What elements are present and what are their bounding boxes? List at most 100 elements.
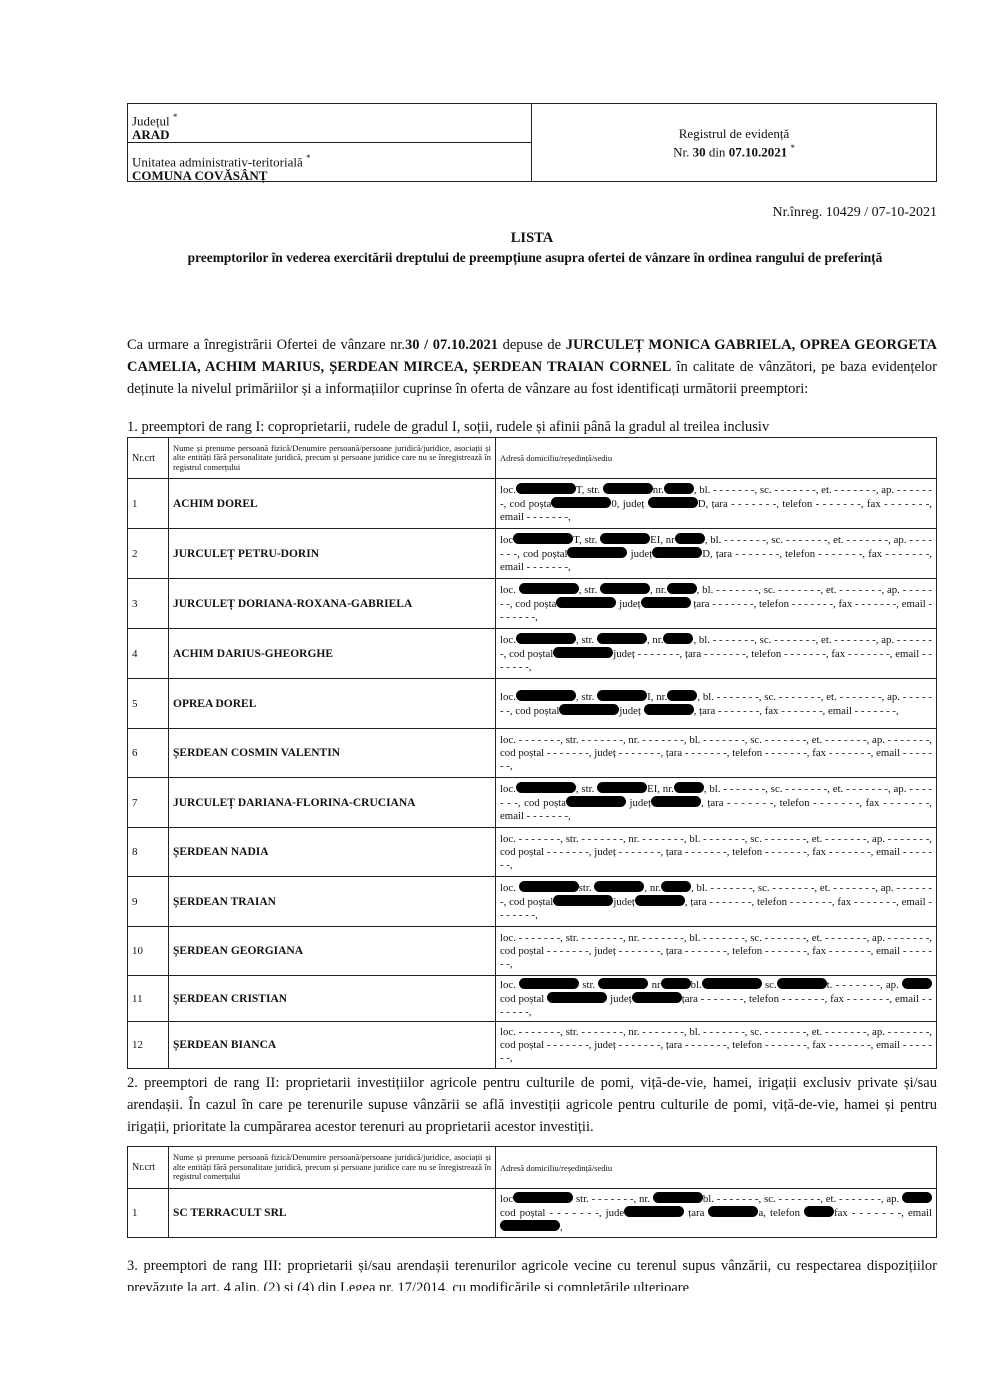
address-text: , țara - - - - - - -, telefon - - - - - … <box>500 797 932 822</box>
address-text: , bl. - - - - - - -, sc. - - - - - - -, … <box>500 882 933 908</box>
table-row: 12 ȘERDEAN BIANCA loc. - - - - - - -, str.… <box>127 1021 937 1069</box>
address-text: loc. <box>500 484 516 496</box>
redaction-mark <box>600 533 651 544</box>
address-text: str. <box>579 979 599 991</box>
address-text: bl. <box>690 979 702 991</box>
row-number: 6 <box>127 728 169 778</box>
registry-cell: Registrul de evidență Nr. 30 din 07.10.2… <box>673 126 795 160</box>
document-subtitle: preemptorilor în vederea exercitării dre… <box>187 250 883 265</box>
redaction-mark <box>513 533 574 544</box>
redaction-mark <box>602 483 653 494</box>
preemptor-name: ȘERDEAN TRAIAN <box>168 876 496 927</box>
address-text: , str. <box>575 783 598 795</box>
redaction-mark <box>663 633 694 644</box>
redaction-mark <box>661 881 692 892</box>
row-number: 10 <box>127 926 169 976</box>
address-text: , <box>560 1221 563 1233</box>
address-text: T, str. <box>575 484 603 496</box>
address-text: 0, județ <box>611 498 648 510</box>
redaction-mark <box>674 533 705 544</box>
redaction-mark <box>701 978 762 989</box>
row-number: 5 <box>127 678 169 729</box>
redaction-mark <box>553 647 614 658</box>
redaction-mark <box>559 703 620 715</box>
redaction-mark <box>600 583 650 594</box>
address-text: , nr. <box>644 882 662 894</box>
redaction-mark <box>515 483 576 494</box>
offer-number: 30 / 07.10.2021 <box>405 337 498 353</box>
row-number: 9 <box>127 876 169 927</box>
address-text: loc. <box>500 690 516 703</box>
preemptor-name: JURCULEȚ DORIANA-ROXANA-GABRIELA <box>168 578 496 629</box>
table-row: 3 JURCULEȚ DORIANA-ROXANA-GABRIELA loc. , … <box>127 578 937 629</box>
address-text: județ <box>613 896 635 908</box>
redaction-mark <box>651 796 702 807</box>
preemptor-name: ȘERDEAN NADIA <box>168 827 496 877</box>
redaction-mark <box>515 689 576 701</box>
registry-date: 07.10.2021 <box>728 144 788 160</box>
table-row: 11 ȘERDEAN CRISTIAN loc. str. nr bl. sc. t. … <box>127 975 937 1022</box>
registry-number: 30 <box>692 144 706 160</box>
address-text: , str. <box>575 690 598 703</box>
preemptor-name: JURCULEȚ PETRU-DORIN <box>168 528 496 579</box>
address-text: EI, nr <box>650 534 675 546</box>
preemptor-address: loc. , str. , nr., bl. - - - - - - -, sc.… <box>495 628 937 679</box>
address-text: județ <box>625 797 652 809</box>
registration-number: Nr.înreg. 10429 / 07-10-2021 <box>772 205 937 220</box>
redaction-mark <box>597 782 648 793</box>
county-value: ARAD <box>132 127 170 143</box>
redaction-mark <box>598 978 649 989</box>
address-text: , bl. - - - - - - -, sc. - - - - - - -, … <box>500 584 933 610</box>
address-text: , nr. <box>646 634 664 646</box>
redaction-mark <box>663 483 694 494</box>
preemptor-name: OPREA DOREL <box>168 678 496 729</box>
preemptor-name: ȘERDEAN COSMIN VALENTIN <box>168 728 496 778</box>
redaction-mark <box>643 703 694 715</box>
redaction-mark <box>652 547 703 558</box>
row-number: 8 <box>127 827 169 877</box>
header-name: Nume și prenume persoană fizică/Denumire… <box>168 1146 496 1189</box>
preemptor-name: ACHIM DARIUS-GHEORGHE <box>168 628 496 679</box>
address-text: D, țara - - - - - - -, telefon - - - - -… <box>500 548 932 573</box>
section-1-heading: 1. preemptori de rang I: coproprietarii,… <box>127 419 770 435</box>
redaction-mark <box>652 1192 703 1203</box>
table-row: 6 ȘERDEAN COSMIN VALENTIN loc. - - - - - -… <box>127 728 937 778</box>
preemptor-name: JURCULEȚ DARIANA-FLORINA-CRUCIANA <box>168 777 496 828</box>
redaction-mark <box>515 633 576 644</box>
row-number: 1 <box>127 478 169 529</box>
address-text: cod poștal <box>500 993 548 1005</box>
row-number: 2 <box>127 528 169 579</box>
table-row: 4 ACHIM DARIUS-GHEORGHE loc. , str. , nr., … <box>127 628 937 679</box>
redaction-mark <box>667 689 698 701</box>
redaction-mark <box>551 497 612 508</box>
preemptor-address: loc. str. , nr., bl. - - - - - - -, sc. … <box>495 876 937 927</box>
redaction-mark <box>556 597 617 608</box>
rank-1-table: Nr.crt Nume și prenume persoană fizică/D… <box>127 437 937 1069</box>
redaction-mark <box>515 782 576 793</box>
redaction-mark <box>631 992 682 1003</box>
redaction-mark <box>596 633 647 644</box>
address-text: sc. <box>761 979 777 991</box>
redaction-mark <box>513 1192 574 1203</box>
row-number: 12 <box>127 1021 169 1069</box>
row-number: 3 <box>127 578 169 629</box>
address-text: t. - - - - - - -, ap. <box>826 979 902 991</box>
redaction-mark <box>640 597 691 608</box>
address-text: fax - - - - - - -, email <box>834 1207 932 1219</box>
preemptor-name: ȘERDEAN CRISTIAN <box>168 975 496 1022</box>
address-text: loc. <box>500 979 520 991</box>
intro-paragraph: Ca urmare a înregistrării Ofertei de vân… <box>127 337 938 397</box>
address-text: , țara - - - - - - -, telefon - - - - - … <box>500 896 932 921</box>
address-text: , str. <box>575 634 597 646</box>
preemptor-address: loc. str. nr bl. sc. t. - - - - - - -, ap.… <box>495 975 937 1022</box>
redaction-mark <box>634 895 685 906</box>
table-row: 7 JURCULEȚ DARIANA-FLORINA-CRUCIANA loc., … <box>127 777 937 828</box>
preemptor-address: loc. - - - - - - -, str. - - - - - - -, … <box>495 926 937 976</box>
header-nr: Nr.crt <box>127 437 169 479</box>
section-2-heading: 2. preemptori de rang II: proprietarii i… <box>127 1075 937 1135</box>
redaction-mark <box>660 978 691 989</box>
address-text: loc. - - - - - - -, str. - - - - - - -, … <box>500 1025 932 1064</box>
section-3-heading: 3. preemptori de rang III: proprietarii … <box>127 1258 937 1291</box>
row-number: 4 <box>127 628 169 679</box>
document-title: LISTA <box>510 230 554 246</box>
